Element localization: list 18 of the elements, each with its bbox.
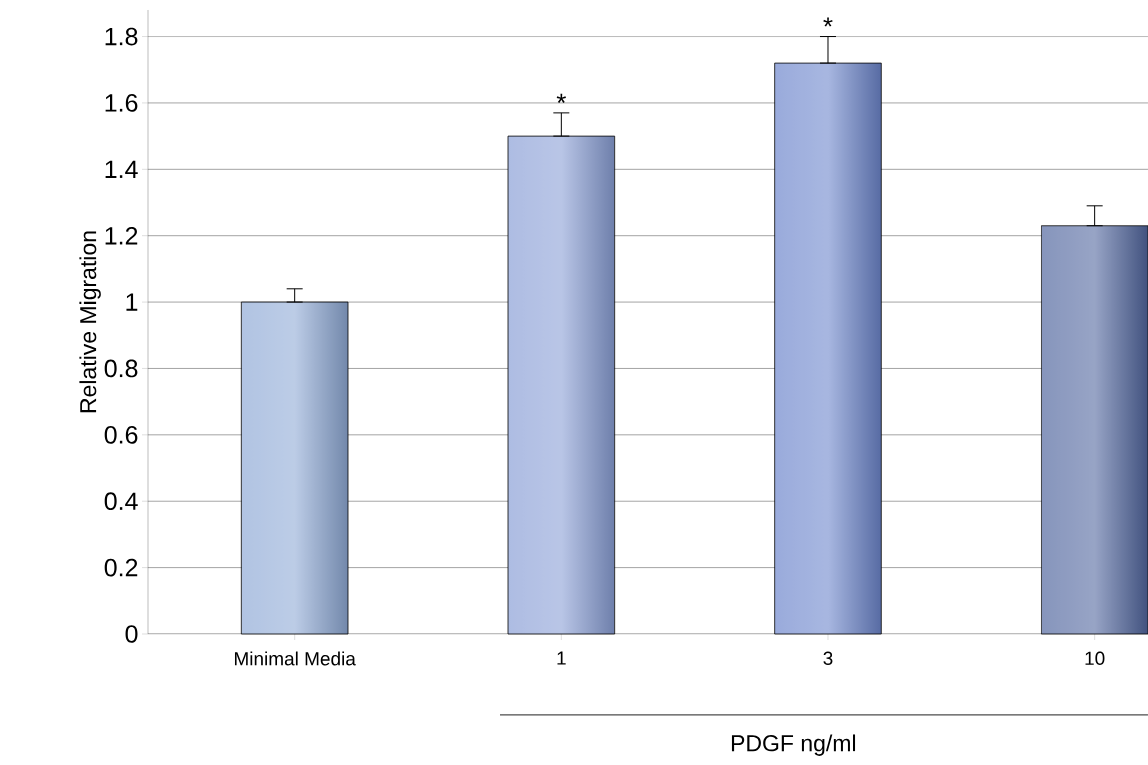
y-axis-title: Relative Migration (79, 231, 101, 413)
y-tick-label: 0.2 (104, 558, 138, 577)
y-tick-label: 0.6 (104, 425, 138, 444)
y-tick-label: 0.4 (104, 492, 138, 511)
y-tick-label: 1.2 (105, 226, 138, 245)
y-tick-label: 0.8 (104, 359, 138, 378)
x-tick-label: 3 (823, 651, 833, 665)
annotation: * (556, 93, 566, 103)
y-tick-label: 1.4 (105, 160, 138, 178)
y-tick-label: 0 (125, 625, 138, 643)
x-tick-label: Minimal Media (234, 651, 356, 666)
y-tick-label: 1 (126, 293, 138, 311)
y-tick-label: 1.8 (105, 27, 138, 46)
x-tick-label: 10 (1085, 651, 1105, 665)
x-axis-title: PDGF ng/ml (731, 734, 856, 756)
x-tick-label: 1 (557, 651, 566, 665)
annotation: * (823, 17, 833, 27)
y-tick-label: 1.6 (105, 94, 138, 112)
